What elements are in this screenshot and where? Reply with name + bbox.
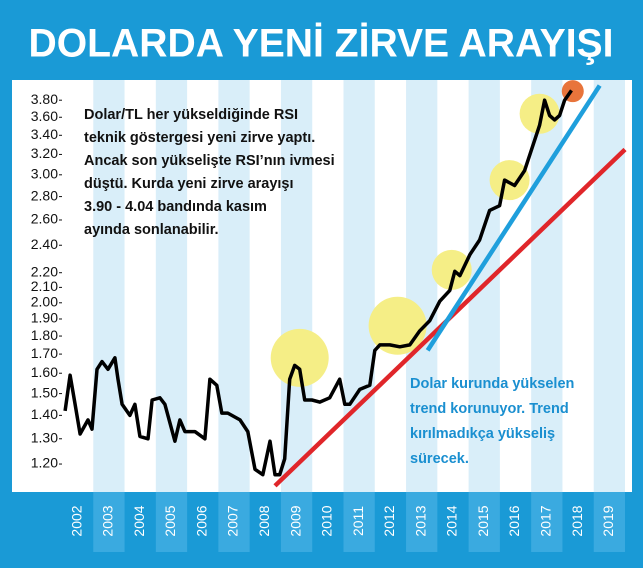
y-tick-label: 3.00 — [31, 166, 58, 182]
y-tick-label: 2.20 — [31, 263, 58, 279]
year-stripe — [343, 80, 375, 492]
x-tick-label: 2017 — [538, 505, 554, 536]
highlight — [489, 160, 530, 201]
year-stripe-band — [531, 492, 563, 552]
y-tick-label: 2.60 — [31, 211, 58, 227]
annotation-line: ayında sonlanabilir. — [84, 222, 219, 238]
year-stripe-band — [280, 492, 313, 552]
x-tick-label: 2003 — [100, 505, 116, 536]
year-stripe-band — [406, 492, 438, 552]
y-tick-label: 2.80 — [31, 187, 58, 203]
x-tick-label: 2013 — [412, 505, 428, 536]
price-line — [63, 89, 573, 477]
annotation-line: Dolar/TL her yükseldiğinde RSI — [84, 107, 298, 123]
x-tick-label: 2019 — [600, 505, 616, 536]
y-tick-label: 1.50 — [31, 384, 58, 400]
y-tick-label: 3.60 — [31, 108, 58, 124]
x-tick-label: 2009 — [287, 505, 303, 536]
year-stripe-band — [343, 492, 375, 552]
annotation-line: trend korunuyor. Trend — [410, 401, 569, 417]
y-tick-label: 3.40 — [31, 126, 58, 142]
x-tick-label: 2008 — [256, 505, 272, 536]
highlight — [270, 328, 329, 387]
year-stripe — [593, 80, 625, 492]
annotation-line: kırılmadıkça yükseliş — [410, 426, 555, 442]
y-tick-label: 1.40 — [31, 406, 58, 422]
y-tick-label: 3.20 — [31, 145, 58, 161]
year-stripe — [218, 80, 250, 492]
year-stripe — [406, 80, 438, 492]
y-tick-label: 3.80 — [31, 91, 58, 107]
y-tick-label: 2.40 — [31, 236, 58, 252]
year-stripe-band — [593, 492, 625, 552]
highlight — [519, 93, 560, 134]
chart-title: DOLARDA YENİ ZİRVE ARAYIŞI — [29, 22, 614, 66]
year-stripe — [93, 80, 125, 492]
stripes — [93, 80, 625, 552]
annotation-line: 3.90 - 4.04 bandında kasım — [84, 199, 267, 215]
x-tick-label: 2006 — [193, 505, 209, 536]
y-tick-label: 1.90 — [31, 310, 58, 326]
x-tick-label: 2014 — [444, 505, 460, 536]
y-tick-label: 1.60 — [31, 364, 58, 380]
x-tick-label: 2016 — [506, 505, 522, 536]
y-tick-label: 1.30 — [31, 429, 58, 445]
highlight — [431, 249, 472, 290]
annotation-line: düştü. Kurda yeni zirve arayışı — [84, 176, 294, 192]
year-stripe-band — [93, 492, 125, 552]
y-tick-label: 1.20 — [31, 455, 58, 471]
trend-line — [425, 84, 602, 352]
year-stripe-band — [155, 492, 188, 552]
annotation-line: Ancak son yükselişte RSI’nın ivmesi — [84, 153, 335, 169]
x-tick-label: 2002 — [68, 505, 84, 536]
x-tick-label: 2011 — [350, 506, 366, 536]
year-stripe-band — [468, 492, 500, 552]
year-stripe-band — [218, 492, 250, 552]
y-tick-label: 2.00 — [31, 293, 58, 309]
y-tick-label: 2.10 — [31, 278, 58, 294]
y-tick-label: 1.80 — [31, 327, 58, 343]
x-tick-label: 2012 — [381, 505, 397, 536]
annotation-line: Dolar kurunda yükselen — [410, 376, 574, 392]
x-tick-label: 2010 — [319, 505, 335, 536]
annotation-line: sürecek. — [410, 451, 469, 467]
y-tick-label: 1.70 — [31, 345, 58, 361]
annotation-line: teknik göstergesi yeni zirve yaptı. — [84, 130, 315, 146]
x-tick-label: 2007 — [225, 505, 241, 536]
x-tick-label: 2015 — [475, 505, 491, 536]
x-tick-label: 2018 — [569, 505, 585, 536]
x-tick-label: 2004 — [131, 505, 147, 536]
x-tick-label: 2005 — [162, 505, 178, 536]
